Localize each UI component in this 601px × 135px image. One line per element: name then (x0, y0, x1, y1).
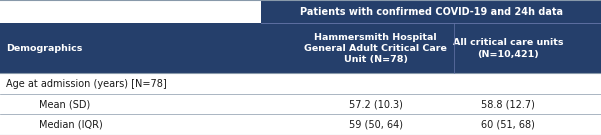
Text: 59 (50, 64): 59 (50, 64) (349, 120, 403, 130)
Bar (0, 73, 601, 135)
Text: Hammersmith Hospital
General Adult Critical Care
Unit (N=78): Hammersmith Hospital General Adult Criti… (304, 33, 447, 64)
Text: All critical care units
(N=10,421): All critical care units (N=10,421) (453, 38, 563, 58)
Text: 57.2 (10.3): 57.2 (10.3) (349, 99, 403, 109)
Text: Patients with confirmed COVID-19 and 24h data: Patients with confirmed COVID-19 and 24h… (300, 7, 563, 17)
Text: 58.8 (12.7): 58.8 (12.7) (481, 99, 535, 109)
Text: Age at admission (years) [N=78]: Age at admission (years) [N=78] (6, 79, 166, 89)
Bar (261, 0, 601, 23)
Text: Demographics: Demographics (6, 44, 82, 53)
Text: Median (IQR): Median (IQR) (39, 120, 103, 130)
Text: 60 (51, 68): 60 (51, 68) (481, 120, 535, 130)
Text: Mean (SD): Mean (SD) (39, 99, 90, 109)
Bar (0, 23, 601, 73)
